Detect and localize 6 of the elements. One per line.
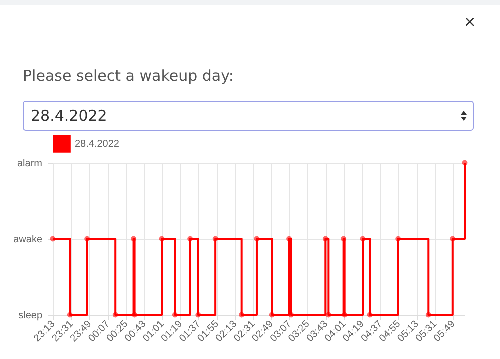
legend-label: 28.4.2022 (75, 139, 120, 150)
text: awake (14, 234, 43, 246)
text: sleep (18, 310, 43, 322)
chart-subtitle: Please select a wakeup day: (23, 67, 234, 85)
text: alarm (17, 158, 42, 170)
text: 28.4.2022 (31, 107, 108, 125)
